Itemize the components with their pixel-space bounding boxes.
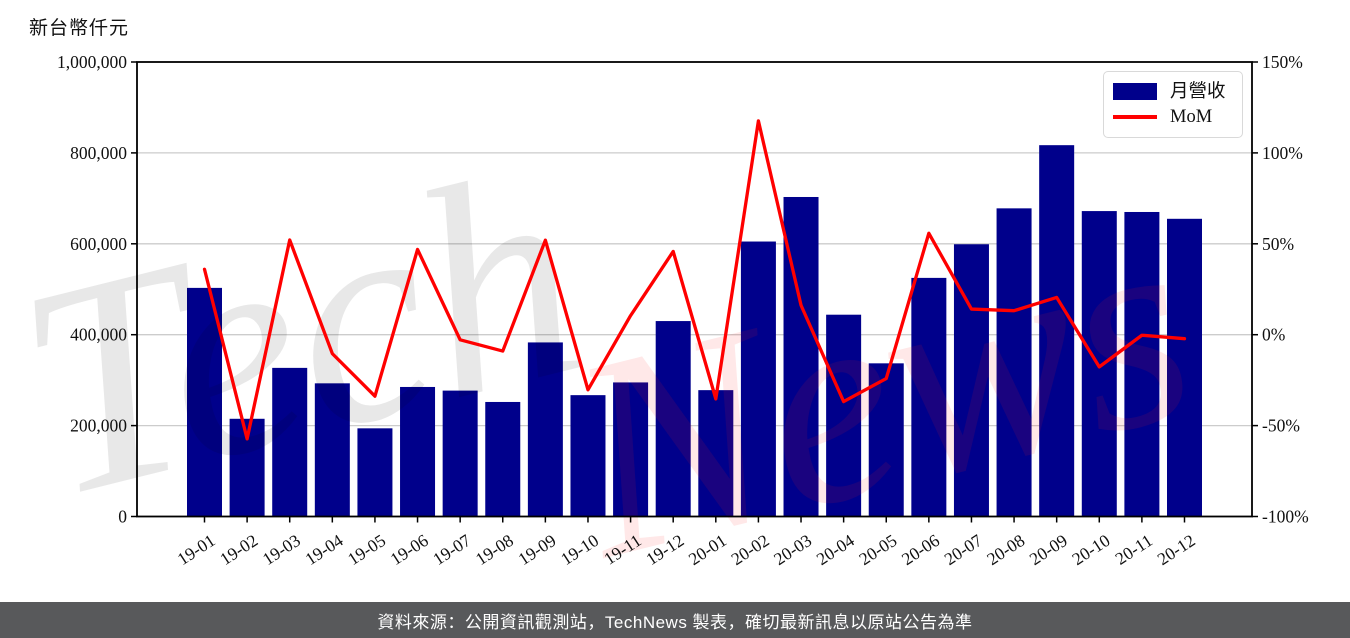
revenue-mom-chart: TechNews0200,000400,000600,000800,0001,0… [0,52,1309,602]
bar-19-08 [485,401,521,517]
mom-legend-label: MoM [1170,106,1213,127]
x-tick-label: 19-08 [472,530,517,569]
x-tick-label: 19-01 [174,530,219,569]
bar-20-08 [996,208,1032,517]
x-tick-label: 19-06 [387,530,432,569]
x-tick-label: 19-07 [429,530,474,569]
x-tick-label: 20-09 [1026,530,1071,569]
left-tick-label: 800,000 [70,143,127,163]
bar-19-10 [570,395,606,517]
right-tick-label: 100% [1262,143,1303,163]
bar-19-06 [400,386,436,517]
x-tick-label: 19-04 [301,530,346,569]
left-axis-unit-label: 新台幣仟元 [29,18,130,39]
bar-19-05 [357,428,393,517]
x-tick-label: 20-10 [1068,530,1113,569]
x-tick-label: 20-11 [1111,530,1156,569]
left-tick-label: 1,000,000 [57,52,127,72]
x-tick-label: 19-09 [514,530,559,569]
left-tick-label: 600,000 [70,234,127,254]
chart-legend: 月營收 MoM [1103,71,1243,138]
left-tick-label: 400,000 [70,325,127,345]
bar-19-09 [527,342,563,517]
bar-19-04 [314,383,350,517]
bar-19-03 [272,367,308,517]
x-tick-label: 19-05 [344,530,389,569]
x-tick-label: 20-08 [983,530,1028,569]
mom-line [202,119,1187,441]
right-tick-label: 150% [1262,52,1303,72]
right-tick-label: -100% [1262,507,1309,527]
bar-20-12 [1167,218,1202,517]
bar-20-11 [1124,211,1160,517]
legend-item-revenue: 月營收 [1113,83,1232,102]
mom-line-swatch [1113,115,1157,120]
source-footer: 資料來源：公開資訊觀測站，TechNews 製表，確切最新訊息以原站公告為準 [0,602,1350,638]
x-tick-label: 20-12 [1154,530,1199,569]
left-tick-label: 200,000 [70,416,127,436]
right-tick-label: 50% [1262,234,1294,254]
bar-20-06 [911,277,947,517]
bar-20-05 [868,363,904,517]
legend-item-mom: MoM [1113,108,1232,127]
left-tick-label: 0 [118,507,127,527]
bar-20-09 [1039,145,1075,517]
bar-19-11 [613,382,649,517]
revenue-bar-swatch [1113,83,1157,101]
revenue-legend-label: 月營收 [1170,81,1226,102]
source-text: 資料來源：公開資訊觀測站，TechNews 製表，確切最新訊息以原站公告為準 [377,612,973,632]
plot-border [136,61,1253,518]
bar-19-12 [655,321,691,517]
bar-20-02 [740,241,776,517]
bar-20-04 [826,314,862,517]
bar-20-01 [698,390,734,517]
bar-19-01 [187,287,222,517]
right-tick-label: 0% [1262,325,1285,345]
right-tick-label: -50% [1262,416,1300,436]
bar-19-07 [442,390,478,517]
x-tick-label: 19-03 [259,530,304,569]
x-tick-label: 19-02 [216,530,261,569]
x-tick-label: 19-10 [557,530,602,569]
